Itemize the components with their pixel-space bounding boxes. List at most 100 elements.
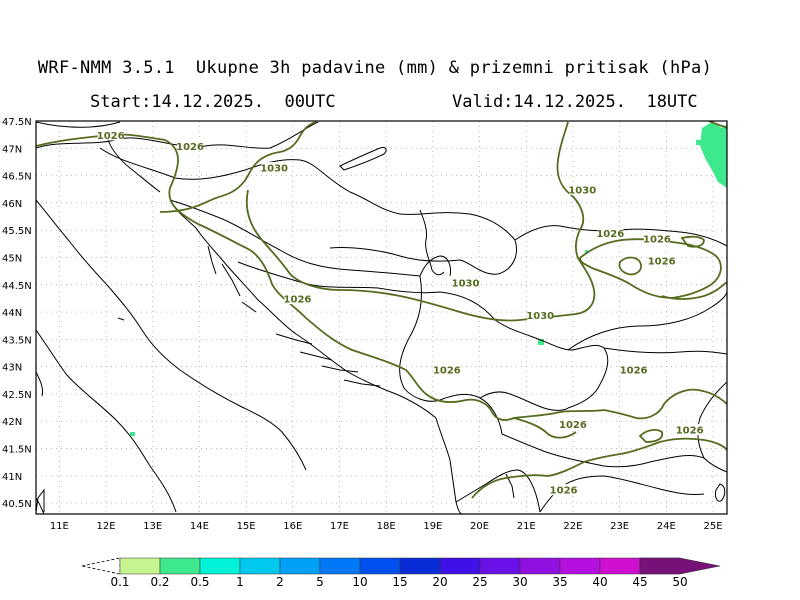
map-title: WRF-NMM 3.5.1 Ukupne 3h padavine (mm) & … <box>37 58 713 78</box>
colorbar-label: 15 <box>392 575 407 589</box>
colorbar-segment <box>439 557 481 575</box>
isobar-label: 1026 <box>176 142 204 153</box>
lat-tick-label: 44.5N <box>2 281 32 292</box>
lon-tick-label: 20E <box>470 521 489 532</box>
lon-tick-label: 17E <box>330 521 349 532</box>
isobar-label-bg <box>597 227 624 239</box>
colorbar-label: 0.2 <box>150 575 169 589</box>
lon-tick-label: 14E <box>190 521 209 532</box>
isobar-label: 1026 <box>676 426 704 437</box>
colorbar-segment <box>199 557 241 575</box>
precip-speck <box>696 140 701 145</box>
colorbar-label: 5 <box>316 575 324 589</box>
isobar-label-bg <box>433 364 460 376</box>
grid-lines <box>36 121 727 514</box>
colorbar-segment <box>279 557 321 575</box>
isobar-label-bg <box>550 484 577 496</box>
precip-speck <box>585 250 588 253</box>
isobar-label: 1030 <box>452 278 480 289</box>
isobar-label: 1030 <box>526 311 554 322</box>
colorbar-label: 30 <box>512 575 527 589</box>
lat-tick-label: 43N <box>2 363 22 374</box>
isobar-label-bg <box>261 162 288 174</box>
colorbar-under-arrow <box>81 557 121 575</box>
lat-tick-label: 45N <box>2 253 22 264</box>
colorbar-segment <box>519 557 561 575</box>
isobar-label-bg <box>527 309 554 321</box>
colorbar-label: 35 <box>552 575 567 589</box>
isobar-label: 1026 <box>284 295 312 306</box>
isobar-label: 1026 <box>97 131 125 142</box>
lon-tick-label: 15E <box>237 521 256 532</box>
precip-speck <box>538 339 544 345</box>
lon-tick-label: 11E <box>50 521 69 532</box>
lat-tick-label: 41N <box>2 472 22 483</box>
isobar-label-bg <box>569 183 596 195</box>
colorbar-label: 2 <box>276 575 284 589</box>
lat-tick-label: 47N <box>2 144 22 155</box>
colorbar-segment <box>479 557 521 575</box>
lat-tick-label: 47.5N <box>2 117 32 128</box>
precip-speck <box>130 432 135 436</box>
isobar-labels: 1026 1026 1030 1030 1026 1026 1026 1026 1030 1030… <box>97 129 704 497</box>
colorbar: 0.1 0.2 0.5 1 2 5 10 15 20 25 30 35 40 45 50 <box>81 557 721 589</box>
lat-tick-label: 40.5N <box>2 499 32 510</box>
valid-time: Valid:14.12.2025. 18UTC <box>452 92 698 112</box>
lon-tick-label: 21E <box>517 521 536 532</box>
isobar-label-bg <box>284 293 311 305</box>
lon-tick-label: 12E <box>97 521 116 532</box>
isobar-label: 1026 <box>433 366 461 377</box>
isobar-label: 1026 <box>648 256 676 267</box>
start-time: Start:14.12.2025. 00UTC <box>90 92 336 112</box>
isobar-label: 1026 <box>596 229 624 240</box>
lat-tick-label: 46N <box>2 199 22 210</box>
colorbar-label: 45 <box>632 575 647 589</box>
colorbar-label: 50 <box>672 575 687 589</box>
precip-area-ne <box>700 122 727 188</box>
lat-tick-label: 41.5N <box>2 445 32 456</box>
lon-tick-label: 13E <box>143 521 162 532</box>
colorbar-segment <box>119 557 161 575</box>
colorbar-label: 0.5 <box>190 575 209 589</box>
colorbar-segment <box>239 557 281 575</box>
coastlines-borders <box>36 121 727 514</box>
colorbar-label: 20 <box>432 575 447 589</box>
isobar-label-bg <box>620 364 647 376</box>
isobar-label-bg <box>177 140 204 152</box>
isobar-label-bg <box>452 276 479 288</box>
isobars <box>36 121 727 499</box>
lat-tick-label: 43.5N <box>2 335 32 346</box>
colorbar-segment <box>359 557 401 575</box>
lon-tick-label: 19E <box>423 521 442 532</box>
precipitation-areas <box>130 122 727 436</box>
isobar-label: 1026 <box>643 235 671 246</box>
colorbar-segment <box>399 557 441 575</box>
colorbar-segment <box>559 557 601 575</box>
isobar-label: 1030 <box>568 185 596 196</box>
isobar-label-bg <box>97 129 124 141</box>
colorbar-label: 25 <box>472 575 487 589</box>
lat-tick-label: 44N <box>2 308 22 319</box>
longitude-labels: 11E 12E 13E 14E 15E 16E 17E 18E 19E 20E 21E 22E 23E 2… <box>50 521 723 532</box>
lat-tick-label: 45.5N <box>2 226 32 237</box>
colorbar-label: 1 <box>236 575 244 589</box>
isobar-label-bg <box>676 424 703 436</box>
lon-tick-label: 22E <box>563 521 582 532</box>
lat-tick-label: 42N <box>2 417 22 428</box>
latitude-labels: 47.5N 47N 46.5N 46N 45.5N 45N 44.5N 44N 43.5N 43N… <box>2 117 32 510</box>
colorbar-segment <box>319 557 361 575</box>
lat-tick-label: 46.5N <box>2 172 32 183</box>
lon-tick-label: 16E <box>283 521 302 532</box>
colorbar-over-arrow <box>639 557 721 575</box>
isobar-label-bg <box>559 418 586 430</box>
map-frame <box>35 120 728 515</box>
isobar-label: 1030 <box>260 164 288 175</box>
colorbar-label: 40 <box>592 575 607 589</box>
lon-tick-label: 25E <box>703 521 722 532</box>
lon-tick-label: 23E <box>610 521 629 532</box>
isobar-label: 1026 <box>559 420 587 431</box>
isobar-label: 1026 <box>620 366 648 377</box>
lon-tick-label: 18E <box>377 521 396 532</box>
lon-tick-label: 24E <box>657 521 676 532</box>
isobar-label-bg <box>643 233 670 245</box>
